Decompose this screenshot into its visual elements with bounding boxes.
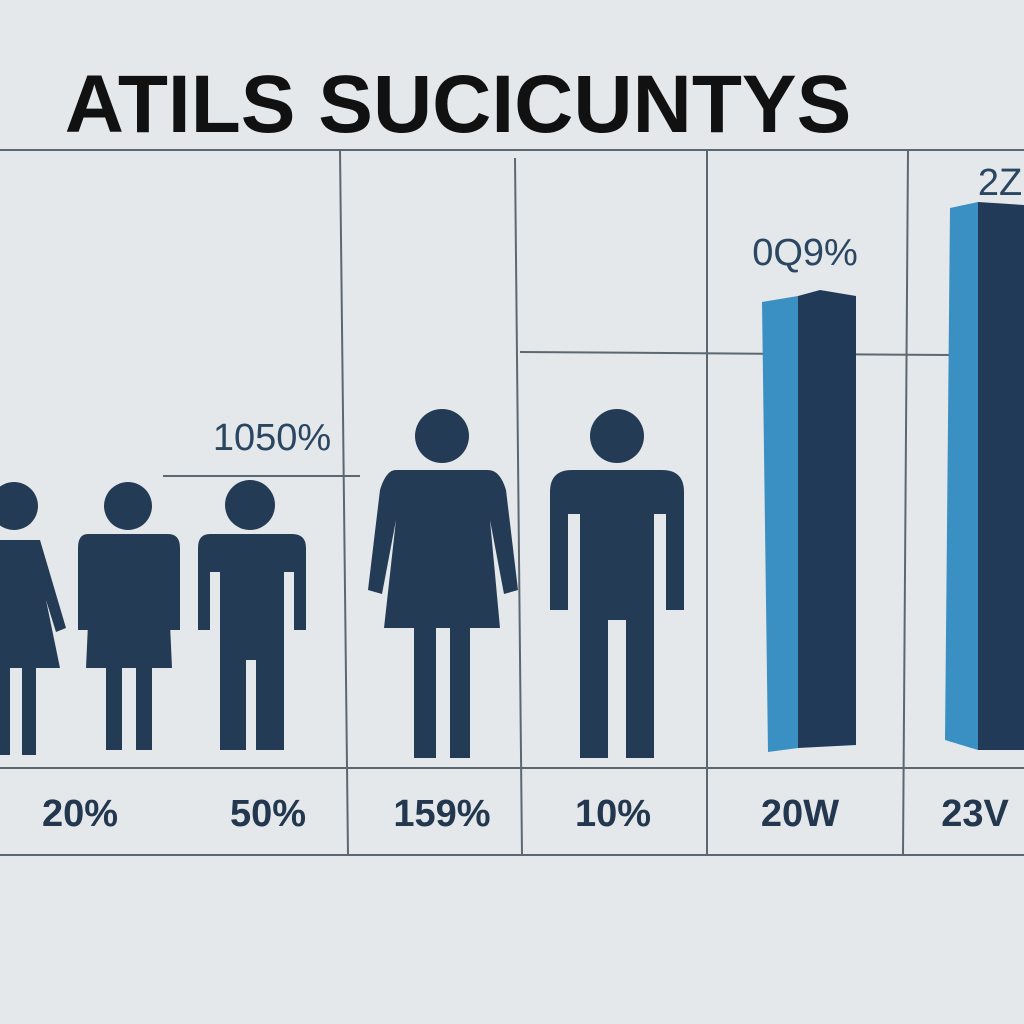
annotation: 1050% (213, 417, 331, 459)
bars (762, 202, 1024, 752)
title: ATILS SUCICUNTYS (65, 59, 852, 150)
grid-frame (0, 149, 1024, 856)
label: 159% (393, 793, 490, 835)
label: 20W (761, 793, 839, 835)
label: 23V (941, 793, 1009, 835)
label: 50% (230, 793, 306, 835)
label: 20% (42, 793, 118, 835)
annotation: 2Z (978, 162, 1022, 204)
annotation: 0Q9% (752, 232, 858, 274)
figures (0, 409, 684, 758)
label: 10% (575, 793, 651, 835)
